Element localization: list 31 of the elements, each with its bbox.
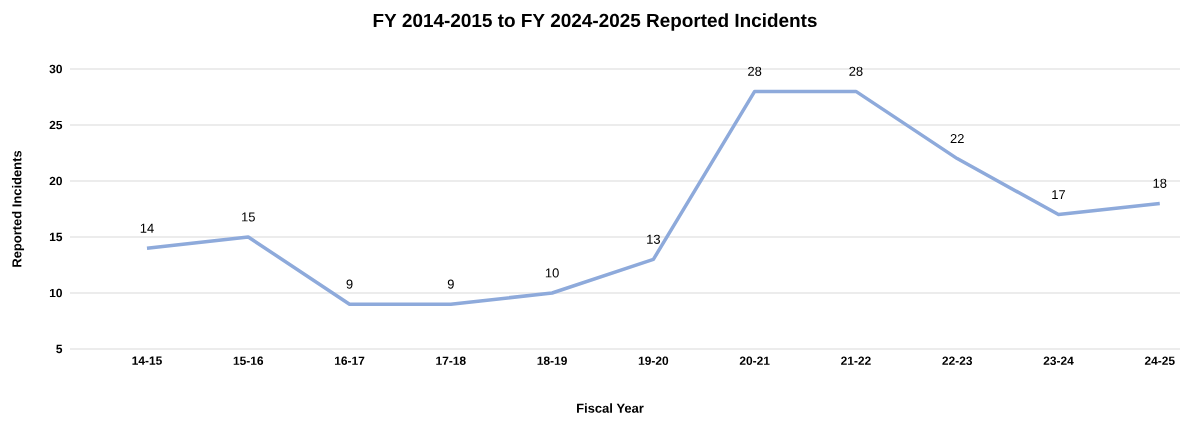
data-label: 10 [545, 268, 559, 278]
y-tick-label: 25 [49, 120, 63, 130]
y-axis-title: Reported Incidents [11, 150, 25, 267]
x-tick-label: 17-18 [436, 356, 466, 365]
y-tick-label: 30 [49, 64, 62, 74]
data-label: 28 [849, 66, 863, 76]
data-label: 15 [242, 212, 255, 222]
data-label: 14 [140, 223, 154, 233]
y-tick-label: 5 [56, 344, 63, 354]
x-tick-label: 15-16 [233, 356, 264, 365]
x-tick-label: 24-25 [1144, 356, 1175, 365]
x-tick-label: 22-23 [942, 356, 973, 366]
x-tick-label: 23-24 [1043, 356, 1074, 366]
x-tick-label: 18-19 [537, 356, 567, 365]
data-label: 18 [1153, 178, 1167, 188]
x-tick-label: 14-15 [132, 356, 162, 365]
data-label: 28 [748, 66, 762, 76]
x-axis-title: Fiscal Year [577, 403, 644, 413]
x-tick-label: 19-20 [638, 356, 669, 365]
data-label: 13 [647, 234, 661, 244]
data-label: 22 [950, 134, 964, 144]
chart-title: FY 2014-2015 to FY 2024-2025 Reported Incidents [373, 13, 817, 31]
y-tick-label: 10 [49, 288, 62, 298]
y-tick-label: 15 [49, 232, 63, 242]
data-label: 9 [346, 279, 353, 289]
x-tick-label: 20-21 [739, 356, 770, 365]
data-label: 17 [1052, 190, 1066, 200]
data-label: 9 [447, 279, 454, 289]
y-tick-label: 20 [49, 176, 62, 186]
x-tick-label: 16-17 [334, 356, 365, 365]
x-tick-label: 21-22 [841, 356, 871, 365]
